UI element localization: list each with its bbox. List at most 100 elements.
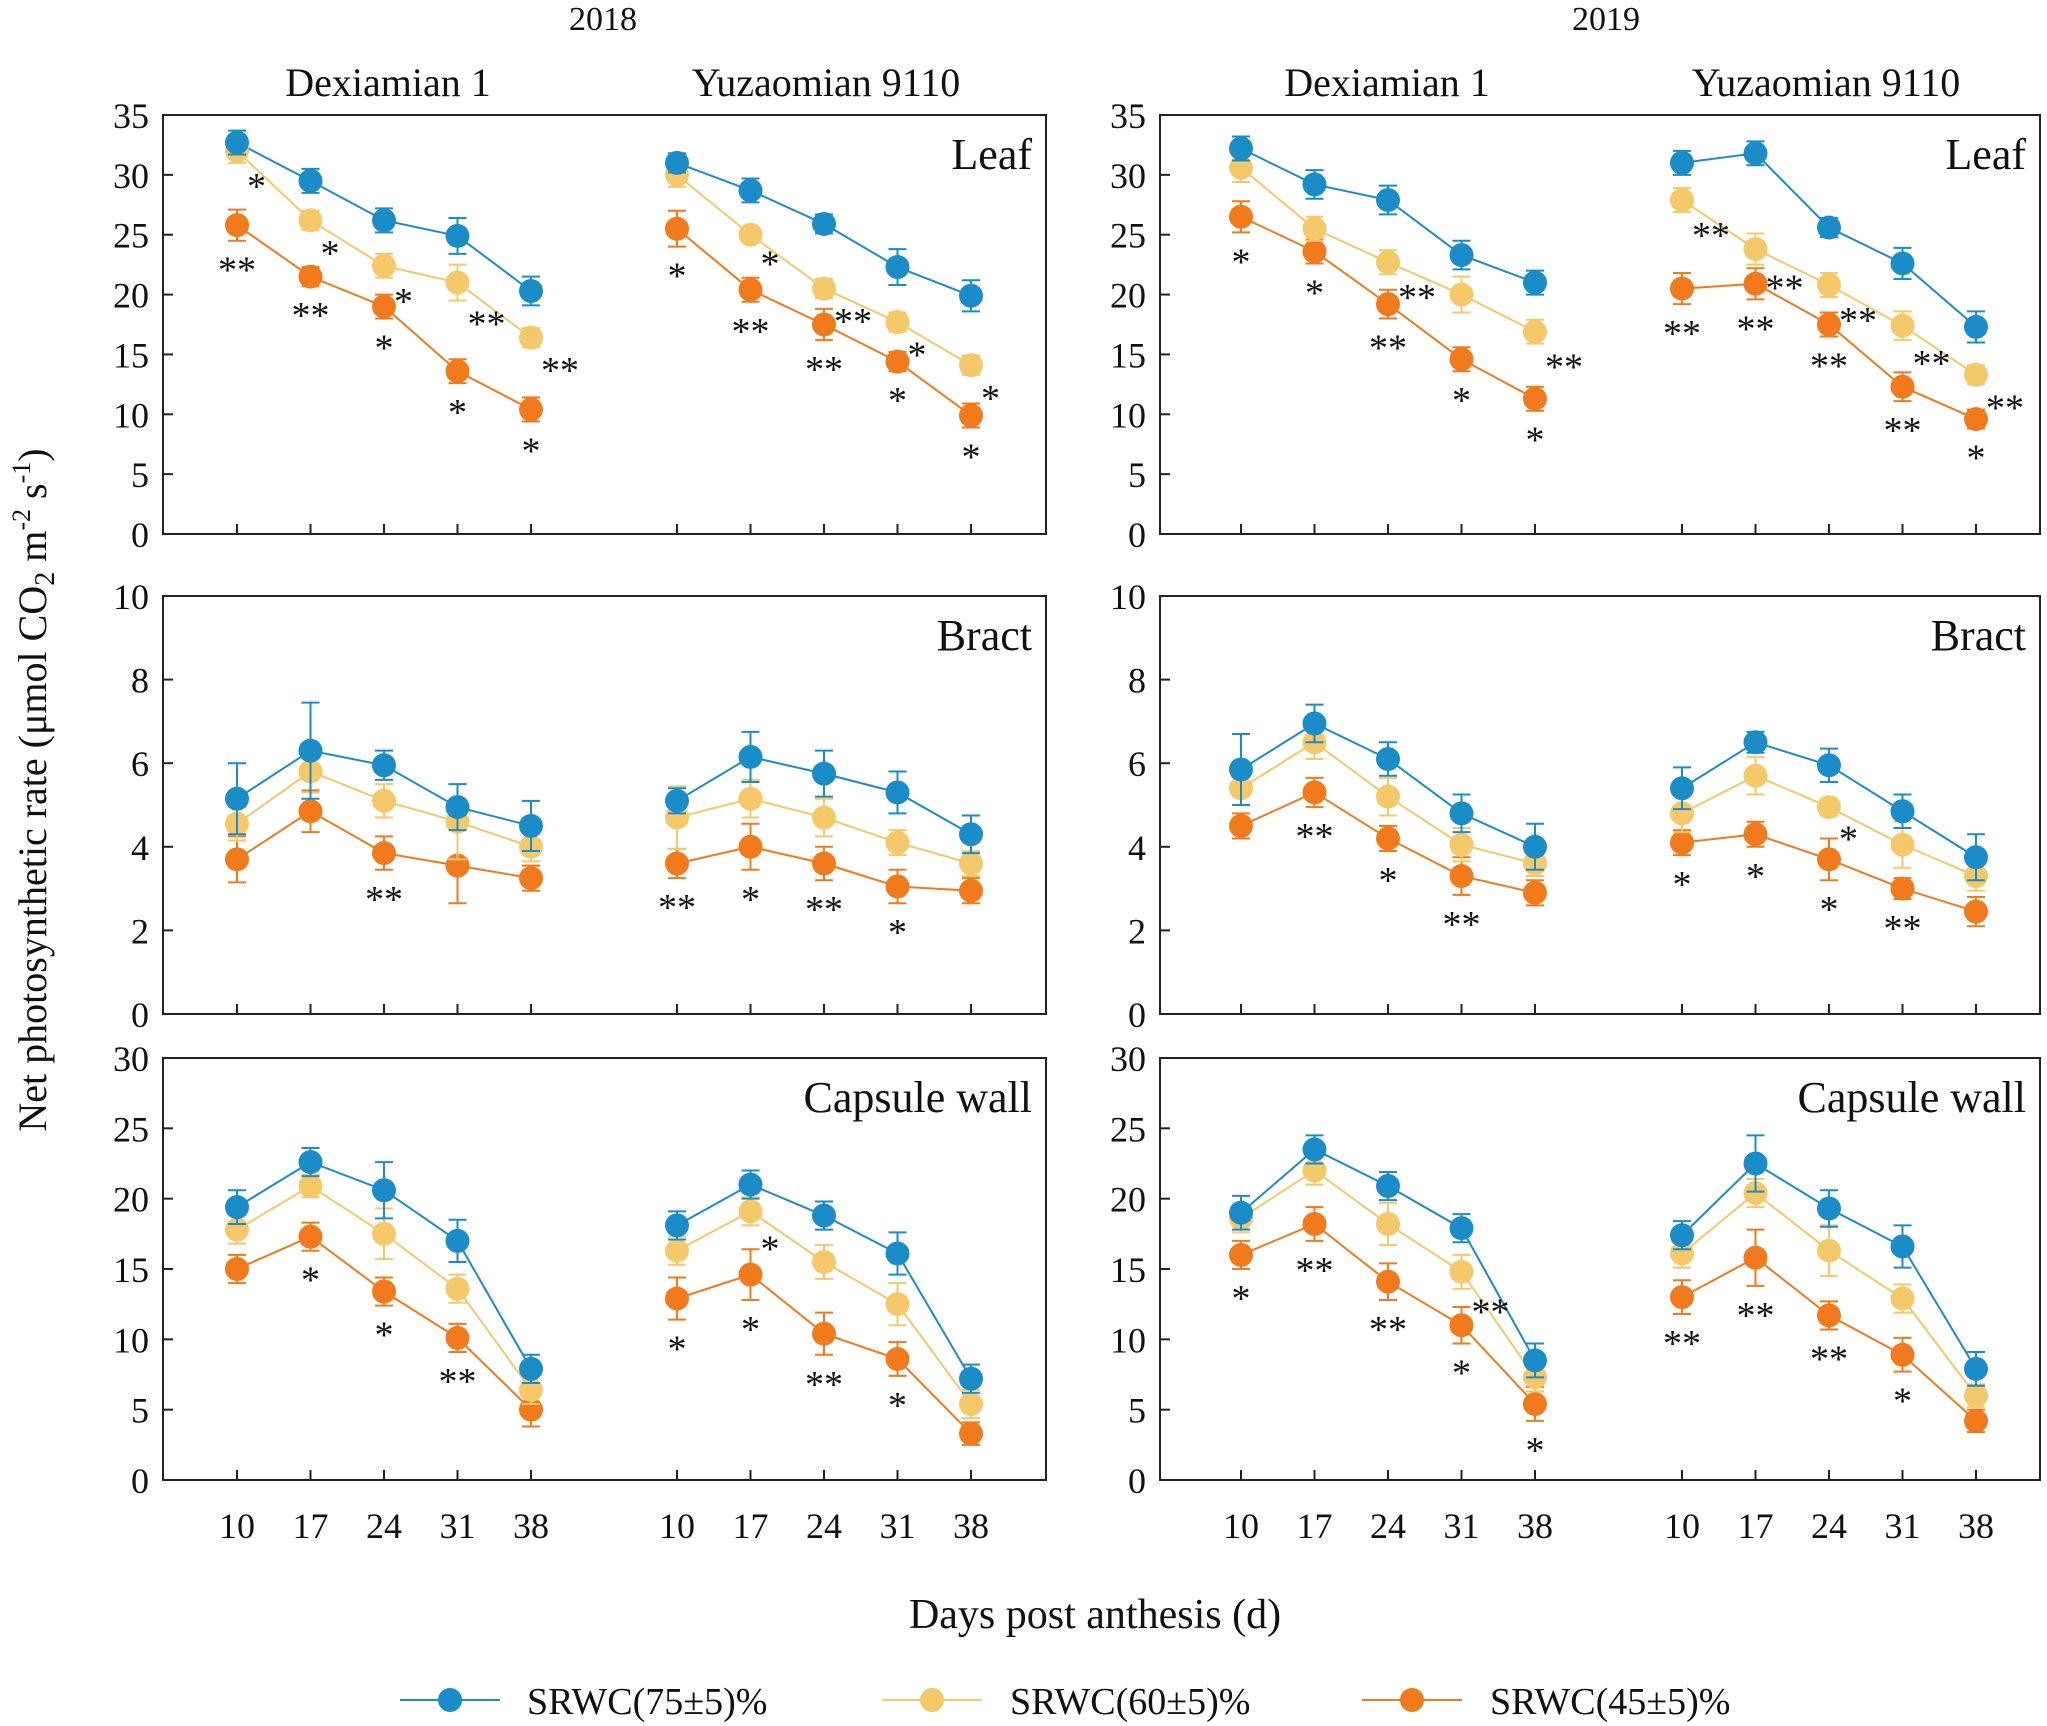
data-point-s75 <box>885 255 910 280</box>
data-point-s60 <box>665 1238 689 1263</box>
organ-label: Bract <box>937 611 1032 660</box>
y-tick-label: 10 <box>1110 1320 1146 1360</box>
data-point-s75 <box>1890 251 1915 276</box>
significance-mark: * <box>1232 241 1251 283</box>
data-point-s75 <box>738 1172 763 1197</box>
significance-mark: ** <box>1472 1292 1510 1334</box>
significance-mark: ** <box>1443 904 1481 946</box>
significance-mark: * <box>888 912 907 954</box>
data-point-s60 <box>1229 155 1253 180</box>
y-tick-label: 35 <box>113 96 149 136</box>
significance-mark: ** <box>1663 1323 1701 1365</box>
data-point-s75 <box>1817 215 1841 240</box>
data-point-s45 <box>1376 826 1400 851</box>
x-tick-label: 17 <box>1297 1506 1333 1546</box>
data-point-s60 <box>519 325 543 350</box>
x-axis-label: Days post anthesis (d) <box>909 1592 1281 1638</box>
data-point-s75 <box>959 1366 983 1391</box>
data-point-s45 <box>1449 864 1474 889</box>
significance-mark: ** <box>541 350 579 392</box>
data-point-s60 <box>1964 362 1988 387</box>
data-point-s75 <box>1449 243 1474 268</box>
data-point-s75 <box>1743 1151 1768 1176</box>
data-point-s60 <box>372 788 396 813</box>
data-point-s45 <box>225 847 249 872</box>
data-point-s75 <box>1229 1200 1253 1225</box>
panel-frame <box>1159 595 2041 1015</box>
legend-marker-s75 <box>438 1688 462 1712</box>
data-point-s75 <box>372 753 396 778</box>
data-point-s75 <box>1229 136 1253 161</box>
data-point-s60 <box>372 253 396 278</box>
data-point-s60 <box>1964 1383 1988 1408</box>
y-tick-label: 20 <box>113 1180 149 1220</box>
data-point-s45 <box>1670 830 1694 855</box>
data-point-s75 <box>665 1213 689 1238</box>
data-point-s45 <box>372 294 396 319</box>
data-point-s45 <box>812 1321 836 1346</box>
data-point-s60 <box>812 805 836 830</box>
data-point-s75 <box>1743 141 1768 166</box>
significance-mark: ** <box>1810 1338 1848 1380</box>
y-tick-label: 8 <box>131 661 149 701</box>
cultivar-label-2019-yuzaomian: Yuzaomian 9110 <box>1692 60 1960 105</box>
y-tick-label: 30 <box>113 156 149 196</box>
data-point-s45 <box>738 834 763 859</box>
significance-mark: ** <box>1663 313 1701 355</box>
group-dexiamian-1: ***** <box>1229 703 1547 1014</box>
significance-mark: * <box>1452 380 1471 422</box>
x-tick-label: 38 <box>1958 1506 1994 1546</box>
data-point-s75 <box>1523 270 1547 295</box>
significance-mark: ** <box>1369 1309 1407 1351</box>
x-tick-label: 17 <box>733 1506 769 1546</box>
significance-mark: * <box>962 436 981 478</box>
significance-mark: * <box>1893 1381 1912 1423</box>
data-point-s75 <box>298 738 323 763</box>
significance-mark: ** <box>1737 308 1775 350</box>
data-point-s60 <box>1817 272 1841 297</box>
significance-mark: ** <box>1839 300 1877 342</box>
data-point-s45 <box>1449 347 1474 372</box>
data-point-s75 <box>1229 757 1253 782</box>
x-tick-label: 10 <box>1223 1506 1259 1546</box>
significance-mark: ** <box>292 295 330 337</box>
significance-mark: ** <box>834 301 872 343</box>
y-tick-label: 15 <box>113 335 149 375</box>
data-point-s75 <box>1523 1348 1547 1373</box>
data-point-s45 <box>665 216 689 241</box>
ylabel-sup1: -2 <box>7 509 36 531</box>
data-point-s45 <box>885 349 910 374</box>
significance-mark: * <box>888 380 907 422</box>
data-point-s75 <box>1890 799 1915 824</box>
data-point-s75 <box>1376 1174 1400 1199</box>
significance-mark: * <box>1820 889 1839 931</box>
group-dexiamian-1: ** <box>225 701 543 1014</box>
x-tick-label: 31 <box>440 1506 476 1546</box>
data-point-s45 <box>885 874 910 899</box>
data-point-s75 <box>445 1228 470 1253</box>
data-point-s45 <box>1229 1242 1253 1267</box>
ylabel-mid: m <box>10 531 55 572</box>
x-tick-label: 31 <box>880 1506 916 1546</box>
data-point-s60 <box>1890 313 1915 338</box>
data-point-s75 <box>225 786 249 811</box>
x-tick-label: 38 <box>513 1506 549 1546</box>
data-point-s60 <box>1449 1259 1474 1284</box>
data-point-s45 <box>1670 1285 1694 1310</box>
data-point-s45 <box>1670 276 1694 301</box>
y-axis-label: Net photosynthetic rate (μmol CO2 m-2 s-… <box>7 448 61 1131</box>
data-point-s45 <box>1376 1269 1400 1294</box>
data-point-s75 <box>1964 1356 1988 1381</box>
x-tick-label: 17 <box>1738 1506 1774 1546</box>
data-point-s60 <box>1890 1286 1915 1311</box>
x-tick-label: 31 <box>1444 1506 1480 1546</box>
data-point-s60 <box>885 1292 910 1317</box>
data-point-s75 <box>1376 747 1400 772</box>
y-tick-label: 4 <box>131 828 149 868</box>
data-point-s45 <box>1523 880 1547 905</box>
data-point-s60 <box>1376 1211 1400 1236</box>
y-tick-label: 0 <box>131 1461 149 1501</box>
significance-mark: * <box>1452 1353 1471 1395</box>
data-point-s45 <box>1743 1245 1768 1270</box>
